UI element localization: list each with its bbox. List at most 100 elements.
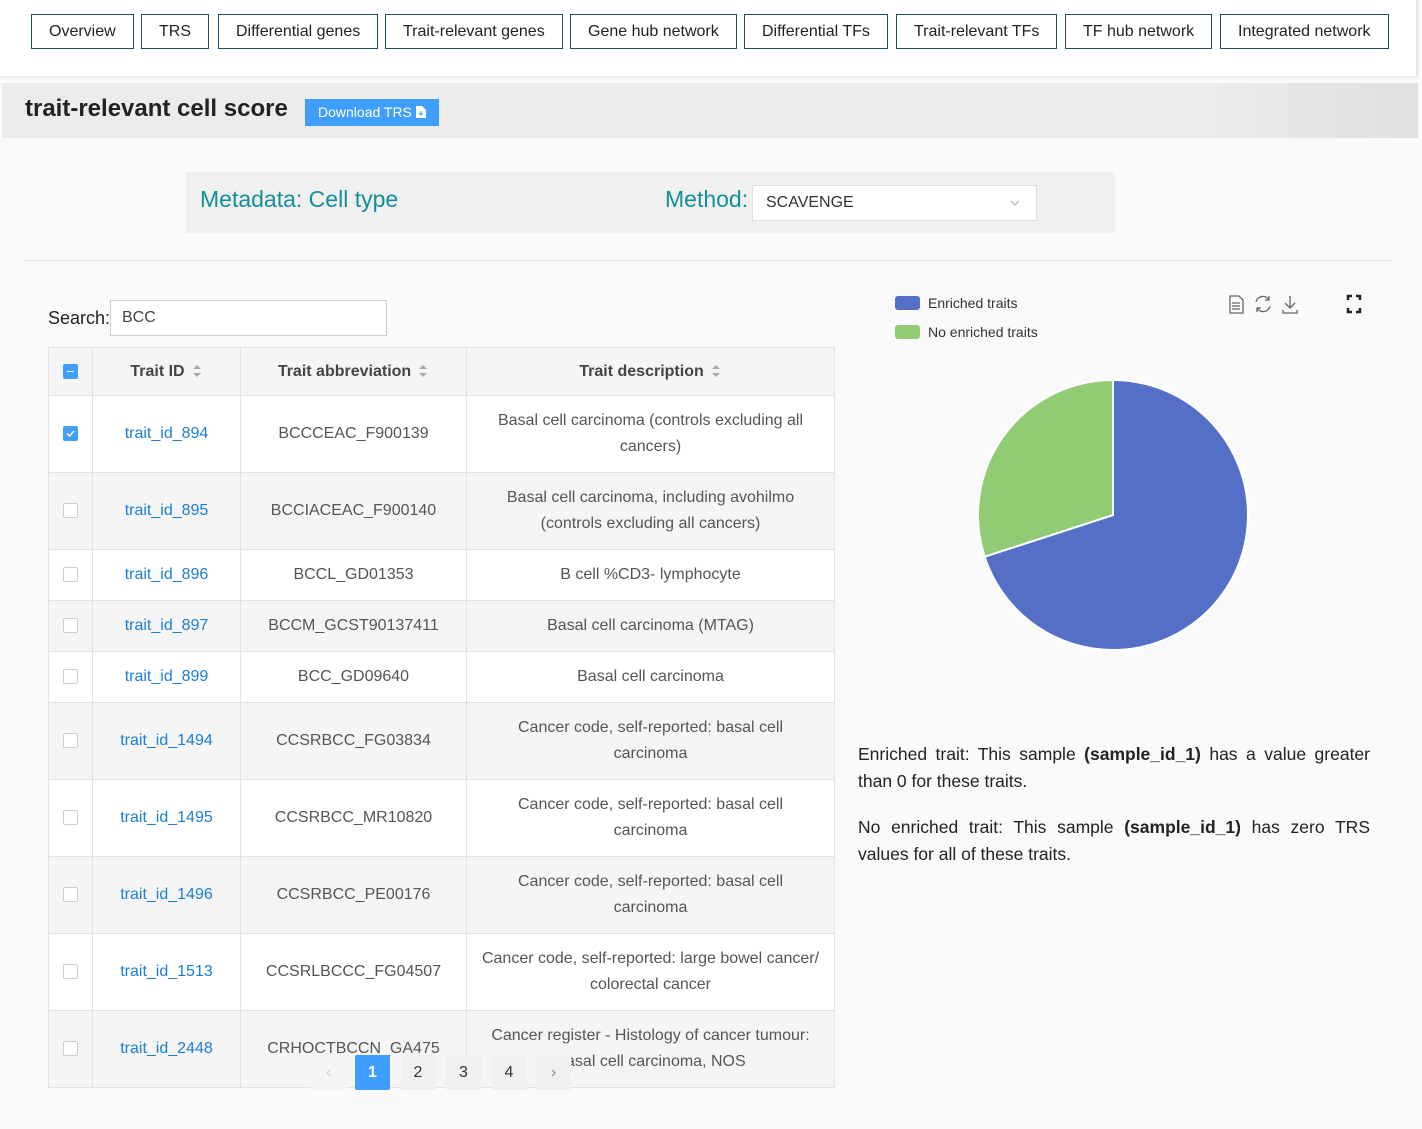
cell-text: CCSRLBCCC_FG04507	[265, 963, 442, 980]
checkbox-cell	[48, 779, 93, 857]
cell-text: BCCCEAC_F900139	[278, 425, 429, 442]
nav-tab[interactable]: TF hub network	[1065, 14, 1213, 49]
checkbox[interactable]	[63, 567, 78, 583]
search-input[interactable]: BCC	[110, 300, 387, 336]
page-button[interactable]: 2	[400, 1055, 436, 1090]
checkbox-cell	[48, 933, 93, 1011]
cell-text: CCSRBCC_MR10820	[274, 809, 433, 826]
checkbox-cell	[48, 472, 93, 550]
cell-text: CCSRBCC_PE00176	[276, 886, 431, 903]
header-label: Trait abbreviation	[277, 362, 412, 380]
legend-label[interactable]: Enriched traits	[928, 295, 1017, 311]
nav-tab[interactable]: Differential TFs	[744, 14, 888, 49]
table-row: trait_id_2448 CRHOCTBCCN_GA475 Cancer regi…	[48, 1010, 835, 1088]
method-label: Method:	[665, 186, 749, 212]
nav-tab[interactable]: Trait-relevant genes	[385, 14, 563, 49]
nav-tab[interactable]: Integrated network	[1220, 14, 1389, 49]
download-icon[interactable]	[1282, 296, 1298, 314]
trait-id-cell: trait_id_1495	[92, 779, 241, 857]
trait-id-cell: trait_id_899	[92, 651, 241, 703]
cell-text: Basal cell carcinoma, including avohilmo…	[506, 489, 795, 532]
sort-icon	[704, 363, 722, 380]
page-button[interactable]: 4	[491, 1055, 527, 1090]
checkbox[interactable]	[63, 887, 78, 903]
trait-link[interactable]: trait_id_1495	[120, 809, 213, 826]
cell-text: BCC_GD09640	[297, 668, 410, 685]
desc-cell: Basal cell carcinoma	[466, 651, 835, 703]
prev-page[interactable]: ‹	[311, 1055, 346, 1090]
nav-tab[interactable]: TRS	[141, 14, 209, 49]
checkbox-cell	[48, 651, 93, 703]
next-page[interactable]: ›	[536, 1055, 571, 1090]
desc-cell: Cancer code, self-reported: basal cell c…	[466, 702, 835, 780]
trait-link[interactable]: trait_id_1496	[120, 886, 213, 903]
trait-link[interactable]: trait_id_1513	[120, 963, 213, 980]
trait-link[interactable]: trait_id_895	[124, 502, 209, 519]
checkbox[interactable]	[63, 669, 78, 685]
checkbox[interactable]	[63, 1041, 78, 1057]
chevron	[1010, 200, 1020, 206]
table-row: trait_id_896 BCCL_GD01353 B cell %CD3- lym…	[48, 549, 835, 601]
cell-text: CCSRBCC_FG03834	[276, 732, 431, 749]
cell-text: Basal cell carcinoma (controls excluding…	[497, 412, 804, 455]
data-view-icon[interactable]	[1229, 295, 1244, 314]
section-header	[2, 83, 1418, 138]
trait-table: Trait ID Trait abbreviation Trait descript…	[48, 347, 835, 1088]
checkbox[interactable]	[63, 426, 78, 442]
column-header[interactable]: Trait ID	[92, 347, 241, 396]
column-header[interactable]: Trait description	[466, 347, 835, 396]
trait-id-cell: trait_id_896	[92, 549, 241, 601]
desc-cell: Cancer code, self-reported: basal cell c…	[466, 856, 835, 934]
desc-cell: Basal cell carcinoma (MTAG)	[466, 600, 835, 652]
button-label: Download TRS	[318, 104, 412, 120]
table-row: trait_id_895 BCCIACEAC_F900140 Basal cell …	[48, 472, 835, 550]
abbr-cell: BCC_GD09640	[240, 651, 467, 703]
trait-id-cell: trait_id_1513	[92, 933, 241, 1011]
checkbox[interactable]	[63, 503, 78, 519]
checkbox[interactable]	[63, 964, 78, 980]
table-row: trait_id_1495 CCSRBCC_MR10820 Cancer code,…	[48, 779, 835, 857]
trait-link[interactable]: trait_id_899	[124, 668, 209, 685]
nav-tab[interactable]: Gene hub network	[570, 14, 737, 49]
nav-tab[interactable]: Overview	[31, 14, 134, 49]
nav-tab[interactable]: Differential genes	[218, 14, 379, 49]
abbr-cell: BCCIACEAC_F900140	[240, 472, 467, 550]
trait-link[interactable]: trait_id_896	[124, 566, 209, 583]
select-all[interactable]	[48, 347, 93, 396]
note-paragraph: Enriched trait: This sample (sample_id_1…	[858, 741, 1370, 795]
pie-slice[interactable]	[977, 378, 1114, 558]
trait-link[interactable]: trait_id_897	[124, 617, 209, 634]
trait-link[interactable]: trait_id_2448	[120, 1040, 213, 1057]
checkbox[interactable]	[63, 618, 78, 634]
trait-link[interactable]: trait_id_894	[124, 425, 209, 442]
page-button[interactable]: 1	[355, 1055, 390, 1090]
pie-slice[interactable]	[983, 378, 1249, 651]
download-button[interactable]: Download TRS	[305, 99, 439, 126]
column-header[interactable]: Trait abbreviation	[240, 347, 467, 396]
restore-icon[interactable]	[1255, 295, 1271, 313]
pie-chart: Enriched traits No enriched traits	[895, 294, 1362, 651]
cell-text: Cancer code, self-reported: large bowel …	[481, 950, 820, 993]
desc-cell: Cancer register - Histology of cancer tu…	[466, 1010, 835, 1088]
abbr-cell: BCCM_GCST90137411	[240, 600, 467, 652]
legend-label[interactable]: No enriched traits	[928, 324, 1038, 340]
abbr-cell: BCCCEAC_F900139	[240, 395, 467, 473]
page-button[interactable]: 3	[446, 1055, 481, 1090]
trait-link[interactable]: trait_id_1494	[120, 732, 213, 749]
legend-swatch	[895, 325, 920, 339]
fullscreen-icon[interactable]	[1346, 294, 1362, 314]
checkbox[interactable]	[63, 363, 78, 379]
note-text: (sample_id_1)	[1084, 744, 1201, 764]
cell-text: Cancer register - Histology of cancer tu…	[491, 1027, 810, 1070]
note-paragraph: No enriched trait: This sample (sample_i…	[858, 814, 1370, 868]
trait-id-cell: trait_id_897	[92, 600, 241, 652]
abbr-cell: CCSRBCC_PE00176	[240, 856, 467, 934]
nav-tab[interactable]: Trait-relevant TFs	[896, 14, 1058, 49]
method-select[interactable]: SCAVENGE	[752, 185, 1037, 221]
cell-text: Cancer code, self-reported: basal cell c…	[517, 719, 784, 762]
checkbox[interactable]	[63, 810, 78, 826]
cell-text: B cell %CD3- lymphocyte	[560, 566, 741, 583]
search-label: Search:	[48, 308, 111, 328]
checkbox[interactable]	[63, 733, 78, 749]
